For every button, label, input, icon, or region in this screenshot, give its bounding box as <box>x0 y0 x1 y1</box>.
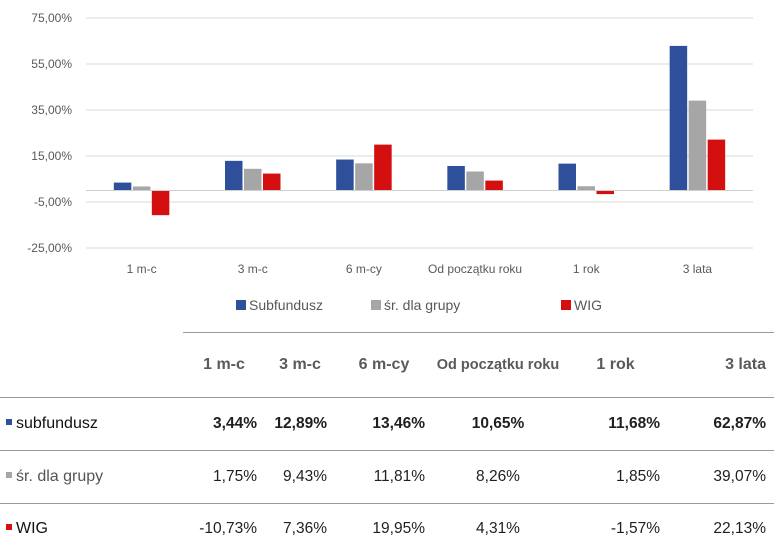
y-tick-label: 55,00% <box>31 57 72 71</box>
bar <box>485 181 503 191</box>
legend-swatch <box>371 300 381 310</box>
table-cell: 62,87% <box>668 398 774 451</box>
table-cell: 22,13% <box>668 504 774 554</box>
table-cell: 8,26% <box>433 451 563 504</box>
bar <box>355 163 373 190</box>
bar <box>597 191 615 195</box>
series-marker-icon <box>6 524 12 530</box>
row-label: WIG <box>0 504 183 554</box>
table-cell: 7,36% <box>265 504 335 554</box>
y-tick-label: 35,00% <box>31 103 72 117</box>
table-cell: 39,07% <box>668 451 774 504</box>
bar <box>466 172 484 191</box>
series-marker-icon <box>6 419 12 425</box>
x-axis-categories: 1 m-c 3 m-c 6 m-cy Od początku roku 1 rok 3 l… <box>127 262 713 276</box>
row-name: WIG <box>16 520 48 537</box>
table-cell: 1,85% <box>563 451 668 504</box>
table-cell: 13,46% <box>335 398 433 451</box>
x-category-label: 3 lata <box>683 262 713 276</box>
y-axis-ticks: 75,00% 55,00% 35,00% 15,00% -5,00% -25,00% <box>27 11 72 255</box>
legend-swatch <box>561 300 571 310</box>
legend: Subfundusz śr. dla grupy WIG <box>236 297 602 313</box>
table-header-1m: 1 m-c <box>183 333 265 398</box>
bar <box>133 186 151 190</box>
table-cell: 11,81% <box>335 451 433 504</box>
x-category-label: 1 m-c <box>127 262 157 276</box>
results-table: 1 m-c 3 m-c 6 m-cy Od początku roku 1 ro… <box>0 332 774 554</box>
bar <box>263 174 281 191</box>
table-cell: -10,73% <box>183 504 265 554</box>
row-name: śr. dla grupy <box>16 468 103 485</box>
table-cell: 11,68% <box>563 398 668 451</box>
legend-label: Subfundusz <box>249 297 323 313</box>
bar <box>244 169 262 191</box>
gridlines <box>86 18 753 248</box>
table-row-group-average: śr. dla grupy 1,75% 9,43% 11,81% 8,26% 1… <box>0 451 774 504</box>
bar <box>114 183 132 191</box>
table-header-3m: 3 m-c <box>265 333 335 398</box>
legend-swatch <box>236 300 246 310</box>
bar <box>336 160 354 191</box>
bar <box>225 161 243 191</box>
returns-bar-chart: 75,00% 55,00% 35,00% 15,00% -5,00% -25,00% 1 … <box>0 0 774 325</box>
table-cell: -1,57% <box>563 504 668 554</box>
bar <box>152 191 170 216</box>
x-category-label: Od początku roku <box>428 262 522 276</box>
row-label: śr. dla grupy <box>0 451 183 504</box>
table-header-ytd: Od początku roku <box>433 333 563 398</box>
table-row-wig: WIG -10,73% 7,36% 19,95% 4,31% -1,57% 22… <box>0 504 774 554</box>
bar <box>374 145 392 191</box>
table-row-subfundusz: subfundusz 3,44% 12,89% 13,46% 10,65% 11… <box>0 398 774 451</box>
series-marker-icon <box>6 472 12 478</box>
table-header-blank <box>0 333 183 398</box>
table-cell: 12,89% <box>265 398 335 451</box>
y-tick-label: 15,00% <box>31 149 72 163</box>
y-tick-label: 75,00% <box>31 11 72 25</box>
y-tick-label: -5,00% <box>34 195 72 209</box>
legend-label: śr. dla grupy <box>384 297 460 313</box>
table-cell: 9,43% <box>265 451 335 504</box>
table-cell: 10,65% <box>433 398 563 451</box>
table-header-1y: 1 rok <box>563 333 668 398</box>
table-cell: 1,75% <box>183 451 265 504</box>
bar <box>447 166 465 190</box>
bar <box>559 164 577 191</box>
x-category-label: 1 rok <box>573 262 601 276</box>
x-category-label: 6 m-cy <box>346 262 382 276</box>
bar <box>578 186 596 190</box>
table-cell: 3,44% <box>183 398 265 451</box>
table-header-row: 1 m-c 3 m-c 6 m-cy Od początku roku 1 ro… <box>0 333 774 398</box>
bar <box>670 46 688 191</box>
x-category-label: 3 m-c <box>238 262 268 276</box>
table-header-6m: 6 m-cy <box>335 333 433 398</box>
y-tick-label: -25,00% <box>27 241 72 255</box>
row-name: subfundusz <box>16 415 98 432</box>
table-cell: 4,31% <box>433 504 563 554</box>
legend-label: WIG <box>574 297 602 313</box>
bar <box>689 101 707 191</box>
bar <box>708 140 726 191</box>
table-header-3y: 3 lata <box>668 333 774 398</box>
table-cell: 19,95% <box>335 504 433 554</box>
row-label: subfundusz <box>0 398 183 451</box>
bars <box>114 46 725 215</box>
